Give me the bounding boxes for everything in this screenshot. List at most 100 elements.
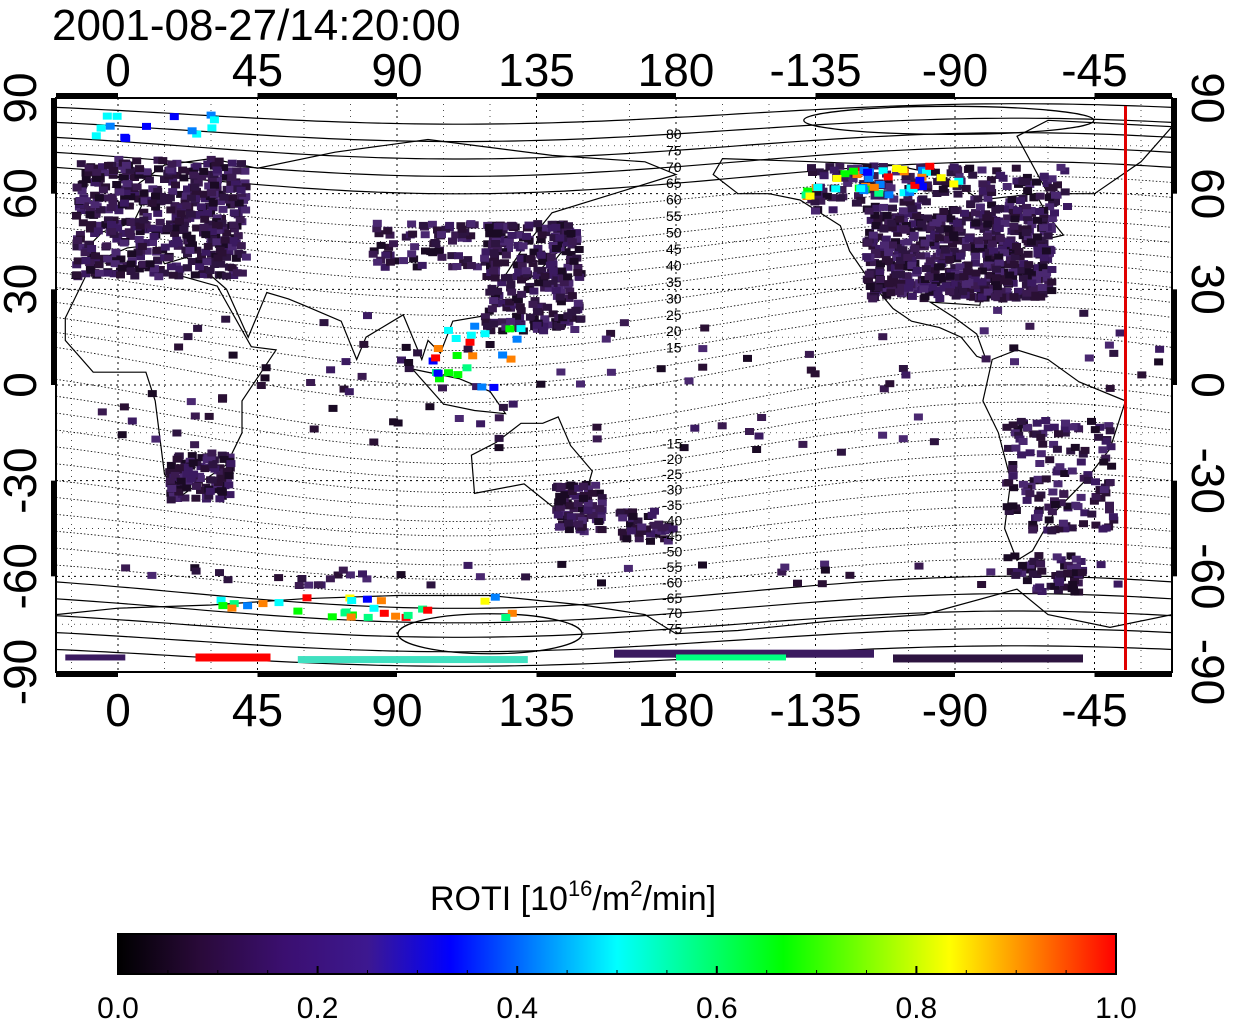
roti-pixel bbox=[140, 197, 150, 205]
roti-pixel bbox=[197, 454, 207, 462]
roti-pixel bbox=[583, 499, 593, 507]
roti-pixel bbox=[340, 609, 350, 617]
roti-pixel bbox=[1061, 419, 1070, 427]
roti-pixel bbox=[196, 203, 206, 211]
roti-pixel bbox=[95, 206, 105, 214]
roti-pixel bbox=[560, 491, 570, 499]
roti-pixel bbox=[951, 279, 961, 287]
roti-pixel bbox=[915, 176, 925, 184]
roti-pixel bbox=[1018, 213, 1028, 221]
roti-pixel bbox=[910, 181, 920, 189]
roti-pixel bbox=[476, 420, 486, 428]
roti-pixel bbox=[241, 253, 251, 261]
mlat-label-south: -40 bbox=[662, 513, 682, 529]
roti-pixel bbox=[902, 272, 912, 280]
roti-pixel bbox=[195, 263, 205, 271]
roti-pixel bbox=[955, 252, 965, 260]
roti-pixel bbox=[502, 304, 512, 312]
roti-pixel bbox=[964, 278, 974, 286]
roti-pixel bbox=[556, 298, 566, 306]
roti-pixel bbox=[192, 162, 202, 170]
roti-pixel bbox=[921, 252, 931, 260]
roti-pixel bbox=[130, 272, 140, 280]
roti-pixel bbox=[1034, 552, 1044, 560]
roti-pixel bbox=[987, 284, 997, 292]
roti-pixel bbox=[899, 279, 909, 287]
roti-pixel bbox=[573, 269, 583, 277]
roti-pixel bbox=[190, 412, 200, 420]
roti-pixel bbox=[1011, 571, 1021, 579]
roti-pixel bbox=[134, 265, 144, 273]
roti-pixel bbox=[75, 197, 85, 204]
roti-pixel bbox=[900, 289, 910, 297]
roti-pixel bbox=[1008, 502, 1018, 510]
roti-pixel bbox=[931, 273, 941, 281]
roti-pixel bbox=[920, 239, 930, 247]
roti-pixel bbox=[487, 305, 497, 313]
roti-pixel bbox=[1022, 289, 1032, 297]
mlat-label-north: 25 bbox=[666, 307, 682, 323]
roti-pixel bbox=[532, 272, 542, 280]
roti-pixel bbox=[1022, 209, 1032, 217]
roti-pixel bbox=[72, 212, 82, 220]
roti-pixel bbox=[72, 261, 82, 269]
roti-pixel bbox=[106, 204, 116, 212]
mlat-contour bbox=[55, 277, 1173, 334]
roti-pixel bbox=[505, 325, 515, 333]
roti-pixel bbox=[780, 563, 790, 571]
roti-pixel bbox=[214, 479, 223, 487]
roti-pixel bbox=[1041, 275, 1051, 283]
roti-pixel bbox=[1003, 239, 1013, 247]
roti-pixel bbox=[222, 467, 232, 475]
roti-pixel bbox=[937, 214, 947, 222]
roti-pixel bbox=[1041, 247, 1051, 255]
roti-pixel bbox=[1008, 279, 1018, 287]
roti-pixel bbox=[592, 435, 602, 443]
roti-pixel bbox=[576, 380, 585, 388]
roti-pixel bbox=[642, 525, 652, 533]
roti-pixel bbox=[1063, 502, 1073, 510]
roti-pixel bbox=[237, 269, 247, 277]
roti-pixel bbox=[1107, 462, 1117, 470]
roti-pixel bbox=[98, 163, 107, 171]
roti-pixel bbox=[798, 440, 808, 448]
roti-pixel bbox=[466, 331, 476, 339]
roti-pixel bbox=[407, 220, 417, 228]
roti-pixel bbox=[215, 569, 224, 577]
roti-pixel bbox=[533, 245, 543, 252]
roti-pixel bbox=[1036, 450, 1046, 458]
roti-pixel bbox=[818, 187, 828, 195]
roti-pixel bbox=[1017, 561, 1027, 569]
roti-pixel bbox=[186, 194, 196, 202]
roti-pixel bbox=[486, 327, 496, 335]
mlat-label-south: -60 bbox=[662, 574, 682, 590]
roti-pixel bbox=[167, 485, 177, 492]
roti-pixel bbox=[917, 183, 927, 191]
roti-pixel bbox=[122, 180, 132, 188]
mlat-label-north: 20 bbox=[666, 323, 682, 339]
roti-pixel bbox=[881, 255, 891, 263]
roti-pixel bbox=[1105, 384, 1115, 392]
roti-pixel bbox=[498, 403, 508, 411]
roti-pixel bbox=[952, 219, 962, 227]
roti-pixel bbox=[256, 382, 266, 389]
roti-pixel bbox=[539, 327, 549, 335]
roti-pixel bbox=[935, 295, 945, 302]
roti-pixel bbox=[1033, 216, 1042, 224]
roti-pixel bbox=[574, 520, 584, 528]
roti-pixel bbox=[1018, 480, 1028, 488]
roti-pixel bbox=[994, 259, 1004, 267]
roti-pixel bbox=[597, 499, 607, 507]
roti-pixel bbox=[84, 169, 94, 177]
roti-pixel bbox=[189, 470, 199, 478]
roti-pixel bbox=[139, 216, 149, 224]
lon-label-top: 135 bbox=[498, 44, 575, 96]
roti-pixel bbox=[208, 204, 218, 212]
roti-pixel bbox=[945, 288, 955, 296]
roti-pixel bbox=[983, 288, 993, 296]
roti-pixel bbox=[628, 508, 637, 516]
roti-band bbox=[195, 653, 271, 662]
roti-pixel bbox=[555, 504, 565, 512]
roti-pixel bbox=[1091, 478, 1100, 486]
roti-pixel bbox=[1037, 588, 1047, 595]
